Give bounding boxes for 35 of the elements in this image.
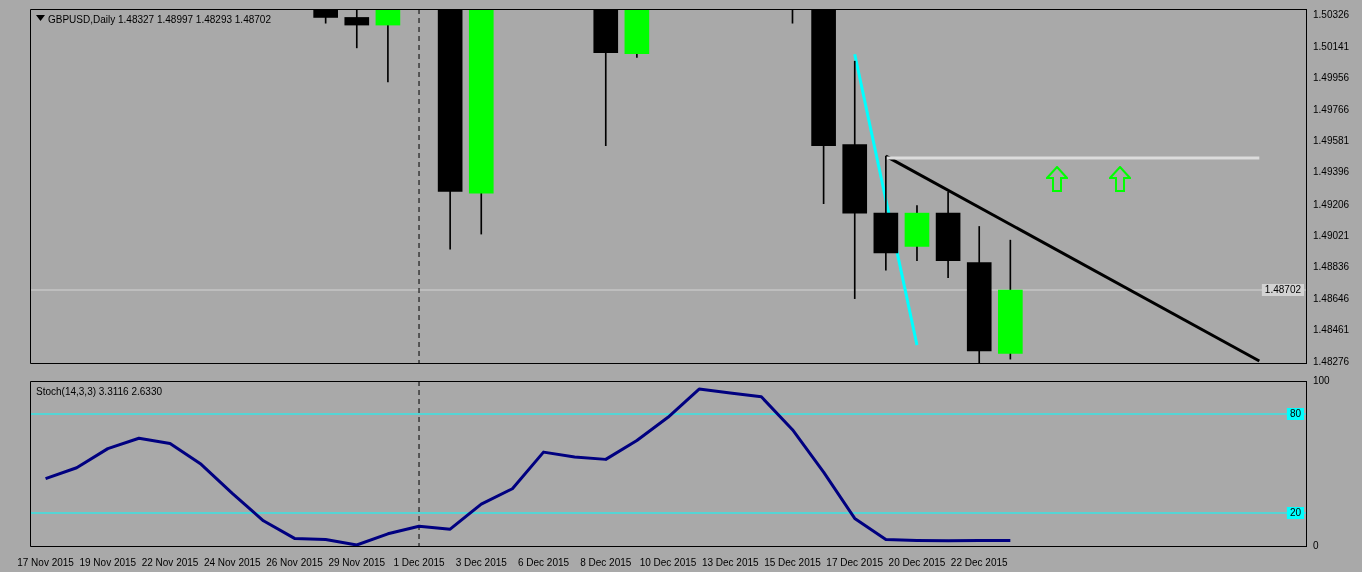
x-tick-label: 1 Dec 2015: [393, 556, 446, 568]
x-tick-label: 15 Dec 2015: [764, 556, 822, 568]
y-tick-label: 1.50326: [1313, 9, 1350, 21]
y-tick-label: 1.48836: [1313, 261, 1350, 273]
x-tick-label: 17 Nov 2015: [17, 556, 75, 568]
y-tick-label: 1.49766: [1313, 103, 1350, 115]
x-tick-label: 22 Nov 2015: [141, 556, 199, 568]
y-tick-label: 1.49956: [1313, 71, 1350, 83]
x-tick-label: 3 Dec 2015: [455, 556, 508, 568]
y-tick-label: 1.49021: [1313, 229, 1350, 241]
x-tick-label: 20 Dec 2015: [888, 556, 946, 568]
y-tick-label: 1.50141: [1313, 40, 1350, 52]
ref-line-label: 20: [1289, 506, 1302, 518]
text: Stoch(14,3,3) 3.3116 2.6330: [36, 385, 163, 397]
y-tick-label: 1.48461: [1313, 324, 1350, 336]
x-tick-label: 29 Nov 2015: [328, 556, 386, 568]
chart-title: GBPUSD,Daily 1.48327 1.48997 1.48293 1.48702: [48, 13, 272, 25]
y-tick-label: 1.49581: [1313, 135, 1350, 147]
y-tick-label: 1.49396: [1313, 166, 1350, 178]
y-tick-label: 0: [1313, 539, 1319, 551]
ref-line-label: 1.48702: [1264, 283, 1302, 295]
y-tick-label: 1.48646: [1313, 293, 1350, 305]
x-tick-label: 17 Dec 2015: [826, 556, 884, 568]
x-tick-label: 8 Dec 2015: [580, 556, 632, 568]
x-tick-label: 22 Dec 2015: [950, 556, 1009, 568]
x-tick-label: 26 Nov 2015: [266, 556, 324, 568]
x-tick-label: 10 Dec 2015: [639, 556, 697, 568]
x-tick-label: 24 Nov 2015: [203, 556, 262, 568]
ref-line-label: 80: [1289, 407, 1302, 419]
x-tick-label: 6 Dec 2015: [517, 556, 570, 568]
x-tick-label: 13 Dec 2015: [701, 556, 760, 568]
y-tick-label: 1.48276: [1313, 355, 1350, 367]
y-tick-label: 100: [1313, 374, 1331, 386]
x-tick-label: 19 Nov 2015: [79, 556, 137, 568]
y-tick-label: 1.49206: [1313, 198, 1350, 210]
